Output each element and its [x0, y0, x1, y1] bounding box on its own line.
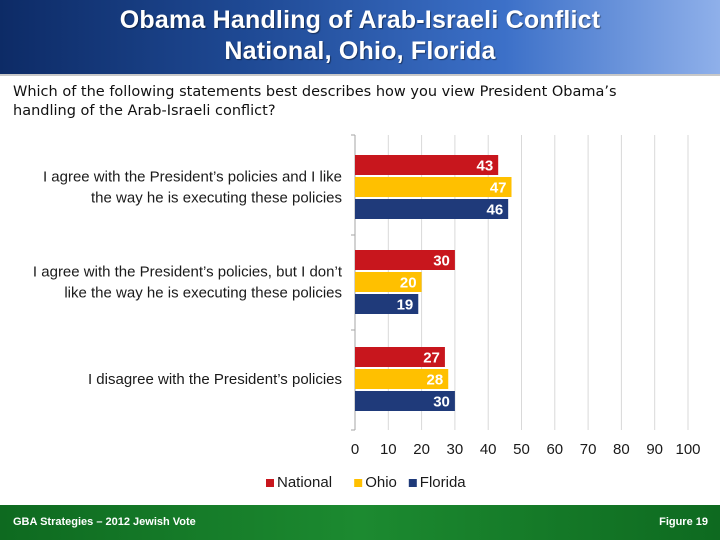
category-label: I agree with the President’s policies an… — [43, 169, 342, 186]
figure-number: Figure 19 — [659, 516, 708, 528]
x-tick-label: 0 — [351, 441, 359, 458]
x-tick-label: 40 — [480, 441, 497, 458]
x-tick-label: 90 — [646, 441, 663, 458]
x-tick-label: 80 — [613, 441, 630, 458]
bar-florida — [355, 391, 455, 411]
category-label: like the way he is executing these polic… — [64, 285, 342, 302]
data-label: 28 — [427, 372, 444, 389]
x-tick-label: 50 — [513, 441, 530, 458]
data-label: 30 — [433, 394, 450, 411]
bar-chart: 43 30 27 47 20 28 46 19 30 I agree with the Presi… — [33, 134, 701, 491]
category-label: I disagree with the President’s policies — [88, 371, 342, 388]
x-tick-label: 70 — [580, 441, 597, 458]
legend-label: Florida — [420, 474, 467, 491]
footer-source: GBA Strategies – 2012 Jewish Vote — [13, 516, 196, 528]
data-label: 27 — [423, 350, 440, 367]
x-tick-label: 30 — [447, 441, 464, 458]
title-banner: Obama Handling of Arab-Israeli Conflict … — [0, 0, 720, 76]
x-tick-label: 10 — [380, 441, 397, 458]
data-label: 30 — [433, 253, 450, 270]
category-label: I agree with the President’s policies, b… — [33, 264, 343, 281]
bar-national — [355, 347, 445, 367]
x-tick-label: 100 — [675, 441, 700, 458]
page-title: Obama Handling of Arab-Israeli Conflict — [119, 6, 601, 34]
survey-question: Which of the following statements best d… — [13, 84, 617, 119]
legend-swatch-florida — [408, 479, 417, 487]
bar-national — [355, 250, 455, 270]
legend-swatch-ohio — [354, 479, 363, 487]
data-label: 46 — [486, 202, 503, 219]
data-label: 19 — [397, 297, 414, 314]
bar-ohio — [355, 272, 422, 292]
bar-ohio — [355, 177, 512, 197]
bar-ohio — [355, 369, 449, 389]
legend-swatch-national — [266, 479, 274, 487]
bar-florida — [355, 294, 419, 314]
legend-label: National — [277, 474, 332, 491]
data-label: 47 — [490, 180, 507, 197]
x-tick-label: 20 — [413, 441, 430, 458]
legend-label: Ohio — [365, 474, 397, 491]
category-label: the way he is executing these policies — [91, 190, 342, 207]
x-tick-label: 60 — [546, 441, 563, 458]
data-label: 20 — [400, 275, 417, 292]
bar-florida — [355, 199, 509, 219]
bar-national — [355, 155, 499, 175]
footer-bar: GBA Strategies – 2012 Jewish Vote Figure… — [0, 505, 720, 540]
data-label: 43 — [477, 158, 494, 175]
page-subtitle: National, Ohio, Florida — [224, 37, 496, 65]
